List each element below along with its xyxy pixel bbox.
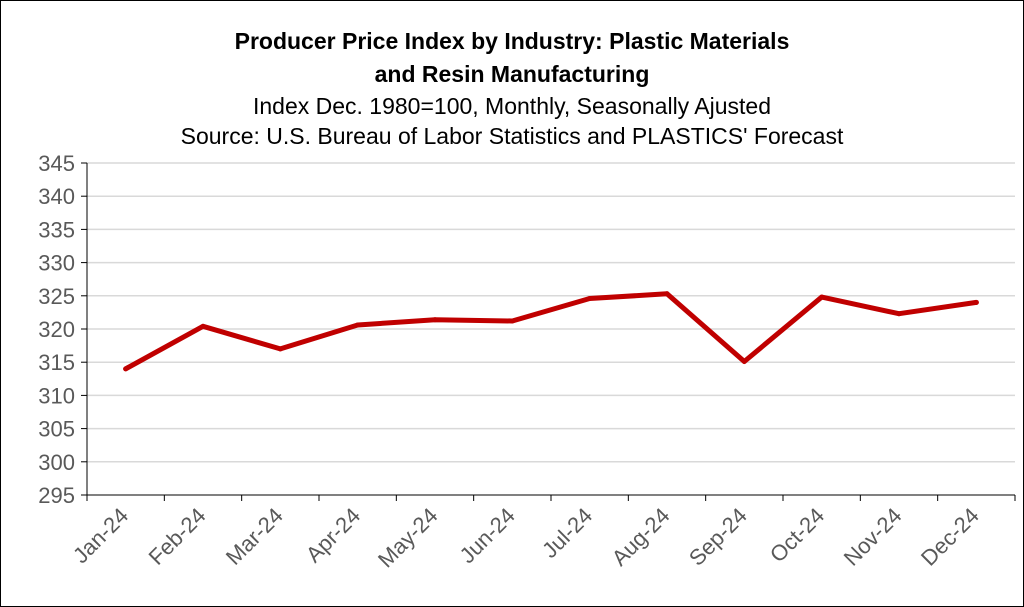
x-tick-label: Oct-24 — [765, 503, 829, 567]
y-tick-label: 340 — [38, 184, 75, 209]
y-tick-label: 300 — [38, 450, 75, 475]
series-layer — [123, 291, 979, 372]
chart-subtitle-line-2: Source: U.S. Bureau of Labor Statistics … — [181, 123, 844, 149]
x-tick-label: Jul-24 — [537, 503, 597, 563]
y-tick-label: 315 — [38, 350, 75, 375]
chart-title-line-2: and Resin Manufacturing — [375, 61, 650, 87]
y-tick-label: 320 — [38, 317, 75, 342]
chart-subtitle-line-1: Index Dec. 1980=100, Monthly, Seasonally… — [253, 93, 771, 119]
y-axis-tick-labels: 295 300 305 310 315 320 325 330 335 340 345 — [38, 151, 75, 508]
data-point-jan-24 — [123, 366, 129, 372]
x-tick-label: Dec-24 — [916, 503, 984, 571]
data-point-jun-24 — [509, 318, 515, 324]
x-tick-label: Mar-24 — [221, 503, 288, 570]
axes — [81, 162, 1016, 501]
y-tick-label: 325 — [38, 284, 75, 309]
y-tick-label: 335 — [38, 217, 75, 242]
gridlines — [87, 162, 1015, 463]
x-tick-label: Sep-24 — [684, 503, 752, 571]
data-point-may-24 — [432, 317, 438, 323]
y-tick-label: 305 — [38, 417, 75, 442]
data-point-sep-24 — [741, 359, 747, 365]
chart-title-line-1: Producer Price Index by Industry: Plasti… — [235, 28, 790, 54]
x-axis-tick-labels: Jan-24 Feb-24 Mar-24 Apr-24 May-24 Jun-24 Jul-… — [68, 503, 984, 573]
y-tick-label: 345 — [38, 151, 75, 176]
x-tick-label: Aug-24 — [607, 503, 675, 571]
data-point-aug-24 — [664, 291, 670, 297]
x-tick-label: Feb-24 — [144, 503, 211, 570]
data-point-mar-24 — [277, 346, 283, 352]
data-point-jul-24 — [587, 295, 593, 301]
data-point-dec-24 — [973, 299, 979, 305]
y-tick-label: 295 — [38, 483, 75, 508]
y-tick-label: 330 — [38, 251, 75, 276]
x-tick-label: Jun-24 — [455, 503, 520, 568]
data-point-oct-24 — [819, 294, 825, 300]
data-point-apr-24 — [355, 322, 361, 328]
x-tick-label: Apr-24 — [301, 503, 365, 567]
x-tick-label: May-24 — [373, 503, 443, 573]
data-point-nov-24 — [896, 311, 902, 317]
data-point-feb-24 — [200, 323, 206, 329]
series-line-0 — [123, 291, 979, 372]
x-tick-label: Jan-24 — [68, 503, 133, 568]
x-tick-label: Nov-24 — [839, 503, 907, 571]
y-tick-label: 310 — [38, 383, 75, 408]
